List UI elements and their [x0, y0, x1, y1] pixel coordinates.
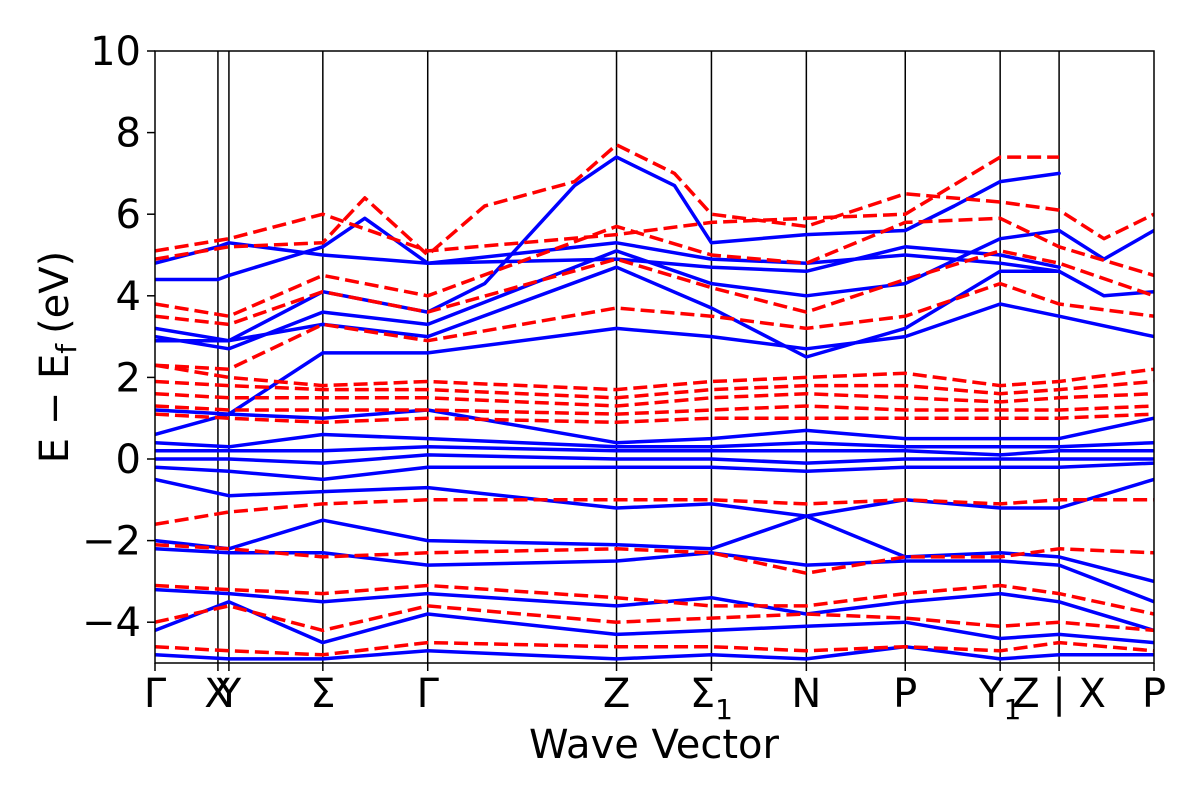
- plot-frame: [154, 50, 1155, 664]
- solid-band-14: [155, 587, 1154, 633]
- y-tick-label-2: 0: [116, 437, 141, 483]
- dashed-band-13: [155, 604, 1154, 633]
- dashed-band-5: [155, 363, 1154, 392]
- y-tick-label-0: −4: [82, 600, 141, 646]
- x-tick-label-8: P: [893, 671, 917, 717]
- y-tick-label-1: −2: [82, 519, 141, 565]
- y-axis-label-main: E − E: [32, 354, 78, 464]
- solid-band-6: [155, 408, 1154, 445]
- solid-band-9: [155, 453, 1154, 465]
- solid-band-10: [155, 461, 1154, 482]
- bands-area: [155, 143, 1154, 661]
- y-axis: −4 −2 0 2 4 6 8 10: [82, 29, 155, 646]
- dashed-band-2: [155, 216, 1154, 318]
- y-tick-label-4: 4: [116, 274, 141, 320]
- x-tick-label-9: Y1: [978, 671, 1021, 726]
- x-tick-label-10: Z | X: [1012, 671, 1106, 717]
- solid-band-11: [155, 477, 1154, 518]
- y-tick-label-3: 2: [116, 355, 141, 401]
- y-tick-label-5: 6: [116, 192, 141, 238]
- x-tick-label-4: Γ: [417, 671, 440, 717]
- solid-band-0: [155, 241, 1061, 274]
- solid-band-13: [155, 547, 1154, 604]
- solid-band-16: [155, 644, 1154, 661]
- dashed-band-9: [155, 412, 1154, 425]
- solid-band-3: [155, 228, 1154, 351]
- solid-band-7: [155, 432, 1154, 449]
- high-symmetry-lines: [217, 51, 1060, 663]
- dashed-band-11: [155, 542, 1154, 575]
- x-tick-label-3: Σ: [310, 671, 335, 717]
- x-tick-label-1: X: [204, 671, 231, 717]
- x-axis-label: Wave Vector: [529, 722, 780, 768]
- y-tick-label-6: 8: [116, 111, 141, 157]
- dashed-band-10: [155, 498, 1154, 527]
- dashed-band-0: [155, 155, 1060, 253]
- dashed-band-1: [155, 143, 1154, 261]
- solid-band-5: [155, 302, 1154, 416]
- x-tick-label-0: Γ: [144, 671, 167, 717]
- solid-band-4: [155, 265, 1154, 359]
- dashed-band-14: [155, 640, 1154, 657]
- dashed-band-4: [155, 281, 1154, 371]
- x-tick-label-6: Σ1: [690, 671, 733, 726]
- y-axis-label-unit: (eV): [32, 251, 78, 334]
- x-tick-label-7: N: [791, 671, 821, 717]
- dashed-band-3: [155, 249, 1154, 327]
- dashed-band-12: [155, 583, 1154, 616]
- solid-band-15: [155, 600, 1154, 645]
- y-axis-label-sub: f: [50, 343, 83, 354]
- y-axis-label: E − Ef (eV): [32, 251, 83, 464]
- solid-band-8: [155, 445, 1154, 457]
- dashed-band-6: [155, 379, 1154, 400]
- dashed-band-8: [155, 404, 1154, 416]
- y-tick-label-7: 10: [90, 29, 141, 75]
- x-tick-label-2: Y: [216, 671, 242, 717]
- x-tick-label-11: P: [1142, 671, 1166, 717]
- x-tick-label-5: Z: [603, 671, 630, 717]
- dashed-band-7: [155, 391, 1154, 408]
